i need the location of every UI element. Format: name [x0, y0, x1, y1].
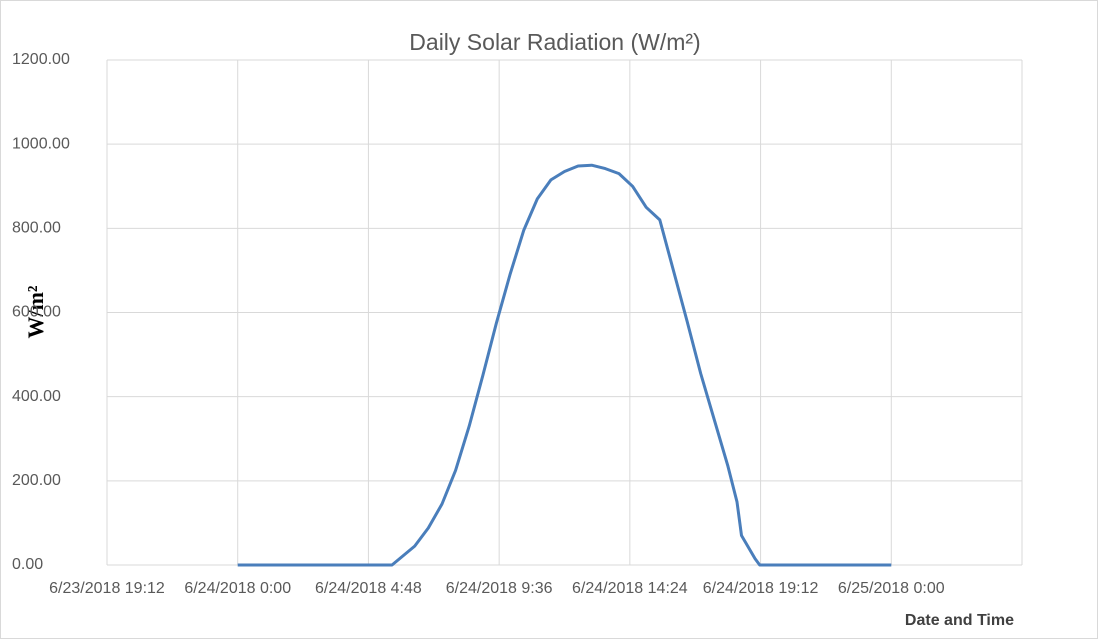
chart-title: Daily Solar Radiation (W/m²)	[409, 29, 700, 55]
data-line	[237, 163, 892, 567]
x-tick-label: 6/25/2018 0:00	[838, 580, 945, 597]
x-tick-label: 6/24/2018 14:24	[572, 580, 688, 597]
y-tick-label: 800.00	[12, 220, 61, 237]
y-tick-label: 0.00	[12, 556, 43, 573]
y-tick-label: 400.00	[12, 388, 61, 405]
x-tick-label: 6/24/2018 9:36	[446, 580, 553, 597]
y-tick-label: 600.00	[12, 304, 61, 321]
y-tick-label: 1200.00	[12, 51, 70, 68]
x-tick-label: 6/24/2018 19:12	[703, 580, 819, 597]
x-axis-label: Date and Time	[905, 612, 1014, 629]
y-axis-label: W/m²	[23, 285, 48, 338]
y-tick-label: 200.00	[12, 472, 61, 489]
x-tick-label: 6/23/2018 19:12	[49, 580, 165, 597]
x-tick-label: 6/24/2018 4:48	[315, 580, 422, 597]
y-tick-label: 1000.00	[12, 135, 70, 152]
x-tick-label: 6/24/2018 0:00	[184, 580, 291, 597]
